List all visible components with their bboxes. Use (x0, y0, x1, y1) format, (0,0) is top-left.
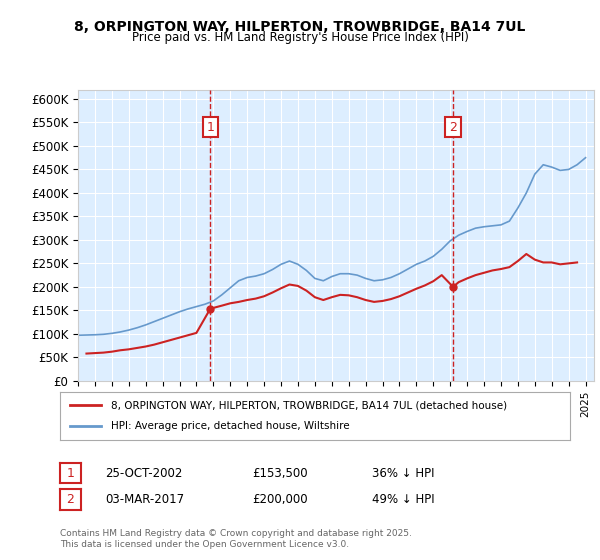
Text: HPI: Average price, detached house, Wiltshire: HPI: Average price, detached house, Wilt… (111, 421, 350, 431)
Text: 1: 1 (206, 120, 214, 134)
Text: 8, ORPINGTON WAY, HILPERTON, TROWBRIDGE, BA14 7UL (detached house): 8, ORPINGTON WAY, HILPERTON, TROWBRIDGE,… (111, 400, 507, 410)
Text: 8, ORPINGTON WAY, HILPERTON, TROWBRIDGE, BA14 7UL: 8, ORPINGTON WAY, HILPERTON, TROWBRIDGE,… (74, 20, 526, 34)
Text: 25-OCT-2002: 25-OCT-2002 (105, 466, 182, 480)
Text: 1: 1 (67, 466, 74, 480)
Text: £153,500: £153,500 (252, 466, 308, 480)
Text: 2: 2 (67, 493, 74, 506)
Text: 36% ↓ HPI: 36% ↓ HPI (372, 466, 434, 480)
Text: £200,000: £200,000 (252, 493, 308, 506)
Text: Contains HM Land Registry data © Crown copyright and database right 2025.
This d: Contains HM Land Registry data © Crown c… (60, 529, 412, 549)
Text: 2: 2 (449, 120, 457, 134)
Text: Price paid vs. HM Land Registry's House Price Index (HPI): Price paid vs. HM Land Registry's House … (131, 31, 469, 44)
Text: 03-MAR-2017: 03-MAR-2017 (105, 493, 184, 506)
Text: 49% ↓ HPI: 49% ↓ HPI (372, 493, 434, 506)
